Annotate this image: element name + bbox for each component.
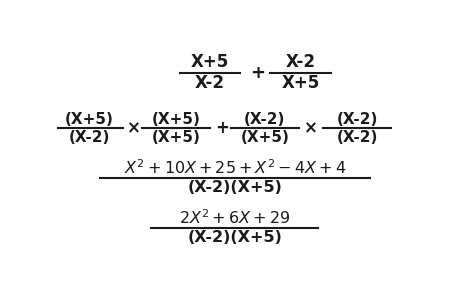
Text: +: + <box>250 64 265 82</box>
Text: $X^2+10X+25+X^2-4X+4$: $X^2+10X+25+X^2-4X+4$ <box>124 158 346 177</box>
Text: (X+5): (X+5) <box>240 130 289 145</box>
Text: +: + <box>215 119 229 137</box>
Text: ×: × <box>126 119 141 137</box>
Text: (X-2): (X-2) <box>69 130 110 145</box>
Text: $2X^2+6X+29$: $2X^2+6X+29$ <box>179 208 290 227</box>
Text: X+5: X+5 <box>281 74 320 92</box>
Text: ×: × <box>304 119 318 137</box>
Text: (X-2): (X-2) <box>244 112 286 127</box>
Text: X-2: X-2 <box>285 53 316 71</box>
Text: (X-2): (X-2) <box>337 130 378 145</box>
Text: (X+5): (X+5) <box>65 112 114 127</box>
Text: (X-2)(X+5): (X-2)(X+5) <box>187 230 282 245</box>
Text: (X+5): (X+5) <box>152 130 201 145</box>
Text: (X-2): (X-2) <box>337 112 378 127</box>
Text: (X-2)(X+5): (X-2)(X+5) <box>187 180 282 195</box>
Text: (X+5): (X+5) <box>152 112 201 127</box>
Text: X-2: X-2 <box>195 74 225 92</box>
Text: X+5: X+5 <box>191 53 229 71</box>
